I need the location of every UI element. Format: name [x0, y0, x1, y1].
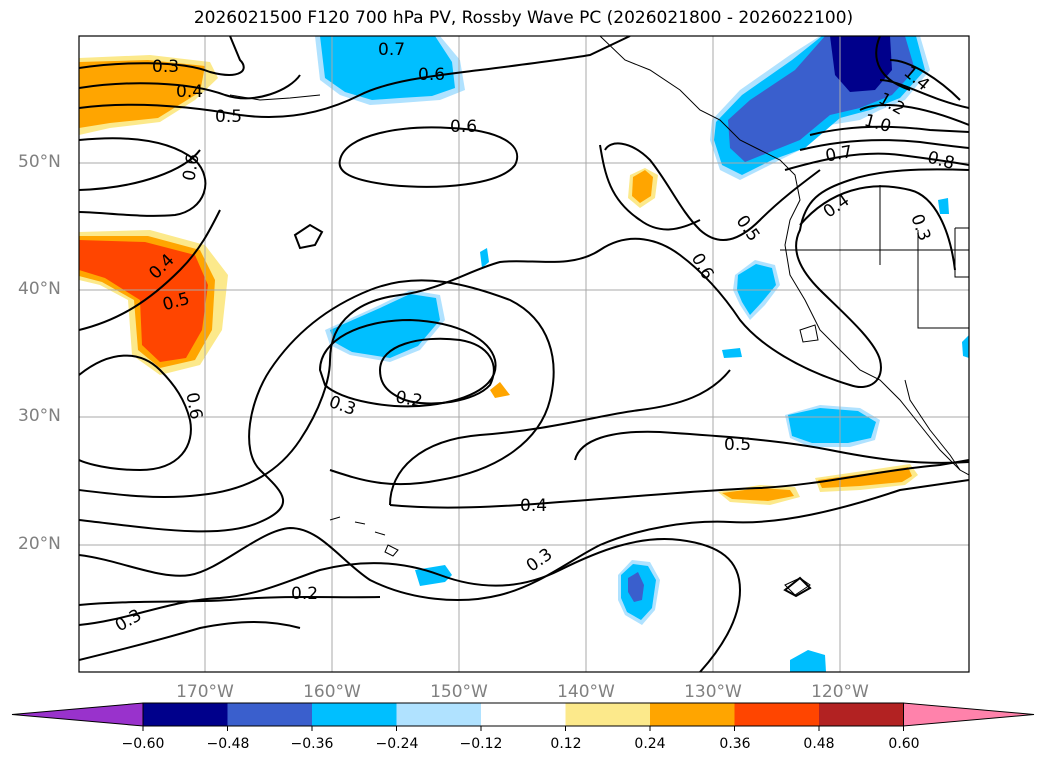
anomaly-shading: [79, 36, 969, 672]
colorbar-bin: [143, 703, 228, 726]
negative-anomaly-region: [938, 198, 949, 214]
colorbar-tick-label: 0.48: [803, 736, 835, 752]
contour-label: 0.2: [394, 387, 424, 411]
contour-label: 0.5: [215, 107, 242, 127]
colorbar-bin: [396, 703, 482, 726]
lat-label: 50°N: [18, 152, 61, 172]
colorbar-under-arrow: [11, 702, 144, 727]
pv-map: 0.3 0.4 0.5 0.6 0.7 0.6 0.6 0.6 0.4 0.5 …: [78, 35, 970, 673]
colorbar-bin: [481, 703, 566, 726]
negative-anomaly-region: [722, 348, 742, 358]
positive-anomaly-region: [722, 488, 794, 501]
colorbar-tick-label: −0.48: [206, 736, 250, 752]
coastlines: [229, 36, 969, 596]
colorbar-over-arrow: [903, 702, 1035, 727]
positive-anomaly-region: [79, 60, 205, 128]
negative-anomaly-region: [790, 650, 826, 672]
contour-label: 0.6: [450, 117, 477, 137]
lat-label: 20°N: [18, 534, 61, 554]
positive-anomaly-region: [490, 382, 510, 398]
contour-label: 0.3: [152, 57, 179, 77]
contour-label: 0.6: [181, 391, 205, 421]
lon-label: 140°W: [557, 682, 615, 702]
contour-label: 0.4: [520, 496, 547, 516]
colorbar-bin: [227, 703, 313, 726]
colorbar-bin: [734, 703, 820, 726]
colorbar-tick-label: −0.60: [121, 736, 165, 752]
negative-anomaly-region: [320, 36, 455, 100]
lat-label: 30°N: [18, 406, 61, 426]
colorbar-tick-label: −0.12: [459, 736, 503, 752]
plot-title: 2026021500 F120 700 hPa PV, Rossby Wave …: [193, 8, 854, 28]
contour-label: 0.6: [418, 65, 445, 85]
contour-label: 0.6: [179, 152, 203, 182]
colorbar-tick-label: −0.36: [290, 736, 334, 752]
negative-anomaly-region: [628, 572, 644, 602]
colorbar-tick-label: 0.12: [550, 736, 582, 752]
colorbar-bin: [650, 703, 735, 726]
colorbar-tick-label: −0.24: [375, 736, 419, 752]
positive-anomaly-region: [632, 170, 653, 203]
negative-anomaly-region: [480, 248, 489, 268]
colorbar-tick-label: 0.60: [888, 736, 920, 752]
map-frame: [78, 35, 970, 673]
lon-label: 160°W: [303, 682, 361, 702]
colorbar-bin: [819, 703, 904, 726]
colorbar-bin: [312, 703, 397, 726]
colorbar-outline: [142, 702, 904, 727]
colorbar-tick-label: 0.36: [719, 736, 751, 752]
negative-anomaly-region: [962, 335, 969, 358]
colorbar-tick-label: 0.24: [634, 736, 666, 752]
lat-label: 40°N: [18, 279, 61, 299]
contour-label: 0.4: [176, 82, 203, 102]
lon-label: 150°W: [430, 682, 488, 702]
contour-label: 0.7: [824, 142, 854, 166]
contour-label: 0.2: [291, 584, 318, 604]
colorbar-bin: [565, 703, 651, 726]
pv-contours: [79, 36, 969, 672]
lon-label: 130°W: [684, 682, 742, 702]
contour-label: 0.5: [724, 435, 751, 455]
graticule: [79, 36, 969, 672]
contour-label: 0.7: [378, 40, 405, 60]
lon-label: 120°W: [811, 682, 869, 702]
lon-label: 170°W: [176, 682, 234, 702]
